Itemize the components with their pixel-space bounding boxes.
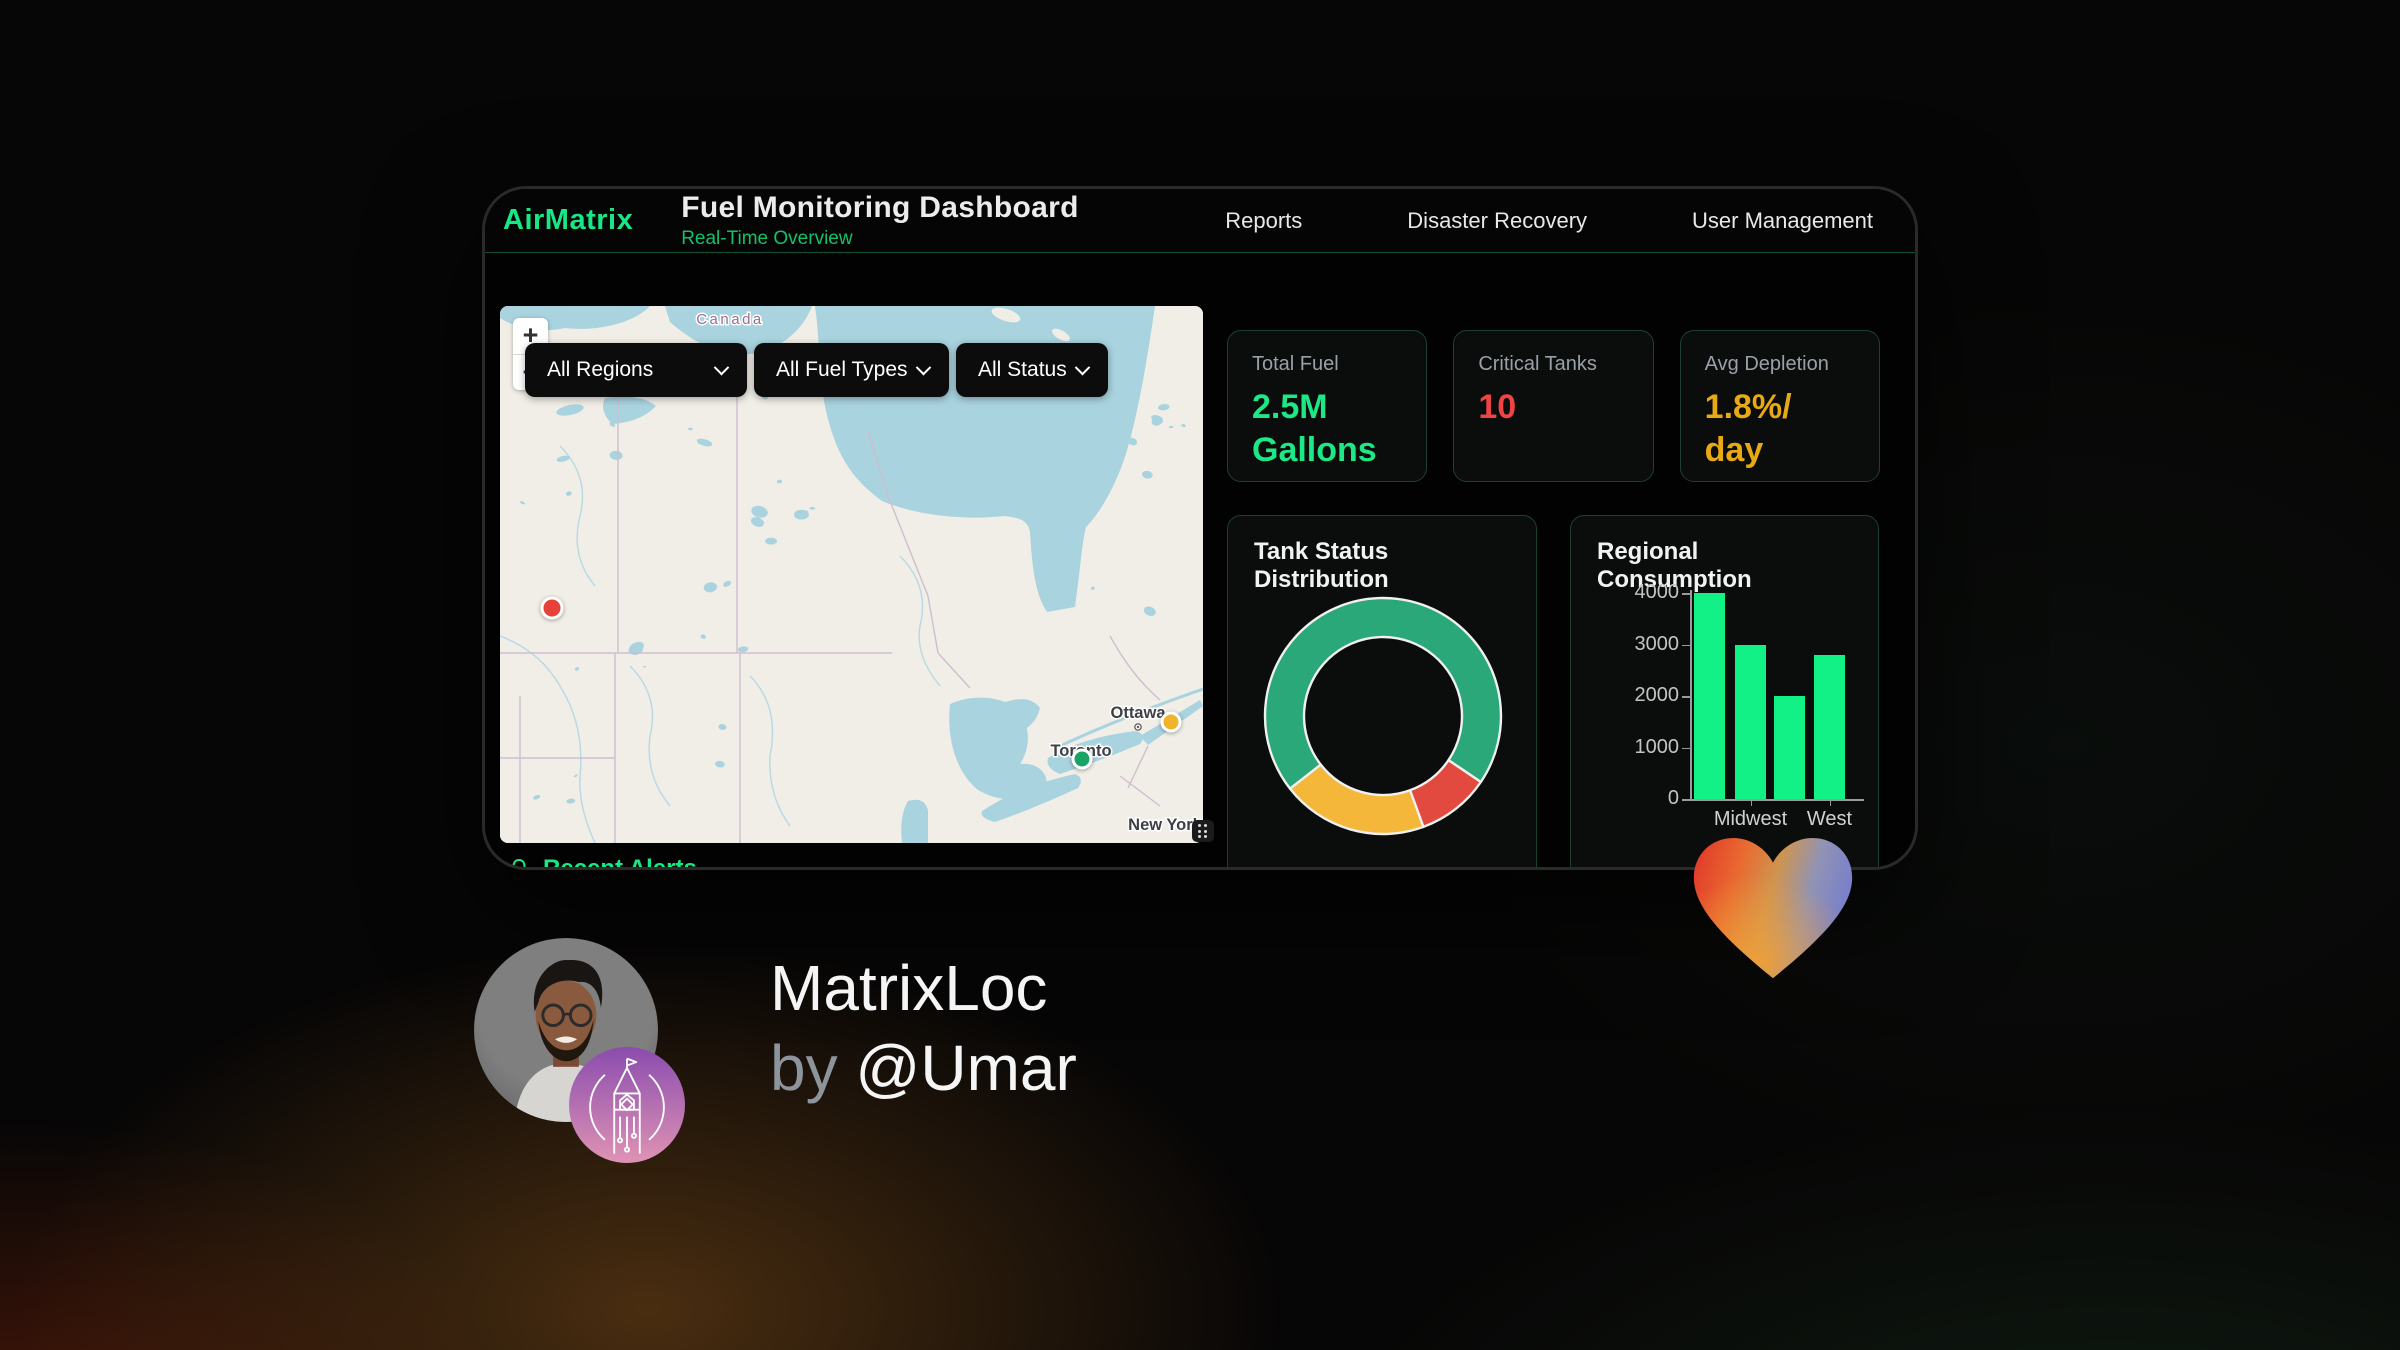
bar-1 bbox=[1735, 644, 1766, 799]
x-tick-label: Midwest bbox=[1713, 808, 1788, 830]
status-filter-value: All Status bbox=[978, 358, 1067, 381]
x-axis-line bbox=[1690, 799, 1864, 801]
stat-card-critical-tanks: Critical Tanks 10 bbox=[1453, 330, 1654, 482]
fuel-type-filter-value: All Fuel Types bbox=[776, 358, 908, 381]
map-small-lakes bbox=[519, 364, 1186, 804]
tank-status-card: Tank Status Distribution bbox=[1227, 515, 1537, 867]
y-tick-label: 0 bbox=[1667, 787, 1679, 809]
author-handle: @Umar bbox=[855, 1032, 1077, 1104]
stat-card-total-fuel: Total Fuel 2.5M Gallons bbox=[1227, 330, 1428, 482]
fuel-type-filter-dropdown[interactable]: All Fuel Types bbox=[754, 343, 949, 397]
y-tick-label: 1000 bbox=[1634, 735, 1680, 758]
app-name: MatrixLoc bbox=[770, 952, 1048, 1024]
x-tick-label: West bbox=[1806, 808, 1853, 830]
tank-status-donut-chart bbox=[1263, 596, 1503, 841]
bar-2 bbox=[1774, 696, 1805, 799]
recent-alerts-section: Recent Alerts bbox=[507, 855, 697, 870]
nav-reports[interactable]: Reports bbox=[1225, 207, 1303, 233]
heart-icon bbox=[1678, 815, 1868, 988]
regional-consumption-card: Regional Consumption 0 1000 2000 3000 4000 Mi… bbox=[1570, 515, 1879, 867]
y-tick-label: 4000 bbox=[1634, 581, 1680, 603]
nav-user-management[interactable]: User Management bbox=[1692, 207, 1873, 233]
x-tick bbox=[1829, 799, 1831, 806]
map-label-canada: Canada bbox=[696, 311, 764, 328]
stat-label: Avg Depletion bbox=[1704, 353, 1829, 375]
y-tick bbox=[1682, 696, 1690, 698]
page-subtitle: Real-Time Overview bbox=[681, 228, 853, 249]
stat-label: Total Fuel bbox=[1252, 353, 1339, 375]
map-filters: All Regions All Fuel Types All Status bbox=[525, 343, 1108, 397]
chevron-down-icon bbox=[1074, 359, 1091, 375]
map-label-ottawa: Ottawa bbox=[1110, 704, 1166, 722]
y-tick-label: 3000 bbox=[1634, 632, 1680, 655]
main-nav: Reports Disaster Recovery User Managemen… bbox=[1225, 208, 1873, 234]
y-tick bbox=[1682, 799, 1690, 801]
dashboard-window: AirMatrix Fuel Monitoring Dashboard Real… bbox=[482, 186, 1918, 870]
branding-text: MatrixLoc by @Umar bbox=[770, 948, 1077, 1108]
tank-marker-normal[interactable] bbox=[1071, 748, 1093, 770]
y-tick-label: 2000 bbox=[1634, 684, 1680, 706]
byline: by @Umar bbox=[770, 1028, 1077, 1108]
tower-badge-icon bbox=[569, 1047, 685, 1163]
status-filter-dropdown[interactable]: All Status bbox=[956, 343, 1108, 397]
app-header: AirMatrix Fuel Monitoring Dashboard Real… bbox=[485, 189, 1915, 253]
y-tick bbox=[1682, 593, 1690, 595]
region-filter-dropdown[interactable]: All Regions bbox=[525, 343, 747, 397]
zoom-in-button[interactable]: + bbox=[522, 320, 539, 351]
page-title: Fuel Monitoring Dashboard bbox=[681, 191, 1079, 224]
recent-alerts-title: Recent Alerts bbox=[543, 855, 697, 870]
nav-disaster-recovery[interactable]: Disaster Recovery bbox=[1407, 207, 1588, 233]
donut-segment-warning bbox=[1288, 763, 1425, 836]
chevron-down-icon bbox=[713, 359, 730, 375]
ottawa-capital-symbol bbox=[1134, 723, 1142, 731]
y-axis-line bbox=[1690, 590, 1692, 799]
chevron-down-icon bbox=[915, 359, 932, 375]
bell-icon bbox=[512, 858, 526, 867]
map-label-new-york: New York bbox=[1128, 816, 1202, 834]
app-logo: AirMatrix bbox=[503, 204, 634, 236]
x-tick bbox=[1750, 799, 1752, 806]
donut-segment-normal bbox=[1263, 596, 1503, 790]
y-tick bbox=[1682, 644, 1690, 646]
tank-marker-critical[interactable] bbox=[540, 596, 564, 620]
bar-0 bbox=[1694, 593, 1725, 799]
stats-row: Total Fuel 2.5M Gallons Critical Tanks 10… bbox=[1227, 330, 1880, 482]
stat-label: Critical Tanks bbox=[1478, 353, 1597, 375]
tank-marker-warning[interactable] bbox=[1160, 711, 1182, 733]
byline-prefix: by bbox=[770, 1032, 838, 1104]
donut-chart-title: Tank Status Distribution bbox=[1254, 538, 1389, 593]
bar-3 bbox=[1814, 654, 1845, 799]
title-block: Fuel Monitoring Dashboard Real-Time Over… bbox=[681, 191, 1079, 250]
region-filter-value: All Regions bbox=[547, 358, 654, 381]
bar-chart-title: Regional Consumption bbox=[1597, 538, 1752, 593]
map-canvas[interactable]: Canada Ottawa Toronto New York + − All R… bbox=[500, 306, 1203, 843]
stat-value: 1.8%/day bbox=[1704, 388, 1792, 469]
regional-consumption-bar-chart: 0 1000 2000 3000 4000 Midwest West bbox=[1571, 516, 1878, 867]
stat-value: 2.5M Gallons bbox=[1252, 388, 1377, 469]
stat-value: 10 bbox=[1478, 388, 1517, 426]
stat-card-avg-depletion: Avg Depletion 1.8%/day bbox=[1679, 330, 1880, 482]
drag-handle-icon[interactable] bbox=[1192, 820, 1214, 842]
y-tick bbox=[1682, 747, 1690, 749]
